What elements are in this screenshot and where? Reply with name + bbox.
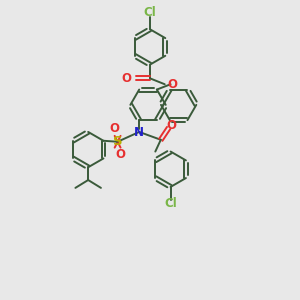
Text: S: S	[113, 135, 122, 148]
Text: O: O	[168, 78, 178, 91]
Text: O: O	[110, 122, 120, 136]
Text: Cl: Cl	[164, 197, 177, 210]
Text: O: O	[122, 72, 131, 85]
Text: O: O	[116, 148, 126, 161]
Text: Cl: Cl	[144, 6, 156, 19]
Text: O: O	[167, 118, 177, 132]
Text: N: N	[134, 126, 144, 140]
